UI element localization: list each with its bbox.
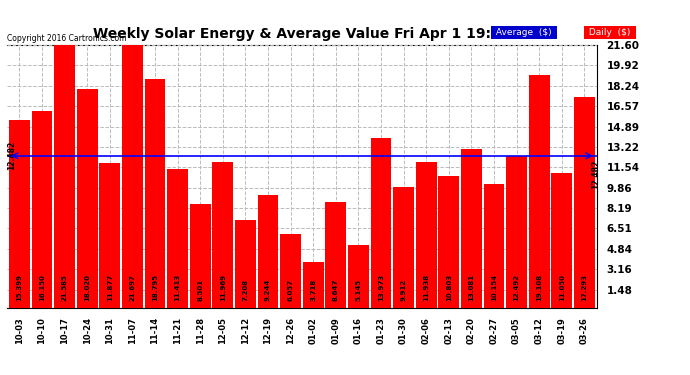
Bar xyxy=(77,88,97,308)
Text: 11.050: 11.050 xyxy=(559,274,565,302)
Bar xyxy=(416,162,437,308)
Text: 11.938: 11.938 xyxy=(423,274,429,302)
Text: 5.145: 5.145 xyxy=(355,279,362,302)
Text: 19.108: 19.108 xyxy=(536,274,542,302)
Text: 13.973: 13.973 xyxy=(378,274,384,302)
Bar xyxy=(529,75,550,308)
Bar xyxy=(235,220,256,308)
Text: 11.877: 11.877 xyxy=(107,274,112,302)
Text: 15.399: 15.399 xyxy=(17,274,22,302)
Bar xyxy=(167,169,188,308)
Text: 8.647: 8.647 xyxy=(333,279,339,302)
Title: Weekly Solar Energy & Average Value Fri Apr 1 19:23: Weekly Solar Energy & Average Value Fri … xyxy=(93,27,511,41)
Text: 8.501: 8.501 xyxy=(197,279,203,302)
Text: 6.057: 6.057 xyxy=(288,279,293,302)
Bar xyxy=(551,173,572,308)
Bar xyxy=(54,45,75,308)
Text: 3.718: 3.718 xyxy=(310,279,316,302)
Bar xyxy=(32,111,52,308)
Text: Average  ($): Average ($) xyxy=(493,28,555,37)
Text: Copyright 2016 Cartronics.com: Copyright 2016 Cartronics.com xyxy=(7,34,126,43)
Bar xyxy=(280,234,301,308)
Text: 18.020: 18.020 xyxy=(84,274,90,302)
Text: 12.482: 12.482 xyxy=(591,159,600,189)
Bar xyxy=(190,204,210,308)
Text: 21.697: 21.697 xyxy=(129,274,135,302)
Text: Daily  ($): Daily ($) xyxy=(586,28,633,37)
Bar xyxy=(303,262,324,308)
Text: 18.795: 18.795 xyxy=(152,274,158,302)
Bar xyxy=(122,44,143,308)
Bar xyxy=(461,148,482,308)
Bar xyxy=(348,245,368,308)
Bar xyxy=(257,195,278,308)
Text: 21.585: 21.585 xyxy=(61,274,68,302)
Bar xyxy=(99,163,120,308)
Text: 7.208: 7.208 xyxy=(242,279,248,302)
Text: 12.492: 12.492 xyxy=(513,274,520,302)
Bar xyxy=(506,156,527,308)
Bar xyxy=(438,176,460,308)
Bar xyxy=(484,184,504,308)
Text: 11.969: 11.969 xyxy=(219,274,226,302)
Text: 13.081: 13.081 xyxy=(469,274,475,302)
Text: 12.482: 12.482 xyxy=(7,141,16,170)
Bar xyxy=(574,98,595,308)
Text: 9.244: 9.244 xyxy=(265,279,271,302)
Text: 16.150: 16.150 xyxy=(39,274,45,302)
Text: 11.413: 11.413 xyxy=(175,274,181,302)
Text: 9.912: 9.912 xyxy=(401,279,406,302)
Text: 17.293: 17.293 xyxy=(582,274,587,302)
Bar xyxy=(326,202,346,308)
Bar xyxy=(145,79,166,308)
Text: 10.154: 10.154 xyxy=(491,274,497,302)
Bar xyxy=(9,120,30,308)
Bar xyxy=(371,138,391,308)
Text: 10.803: 10.803 xyxy=(446,274,452,302)
Bar xyxy=(393,187,414,308)
Bar xyxy=(213,162,233,308)
